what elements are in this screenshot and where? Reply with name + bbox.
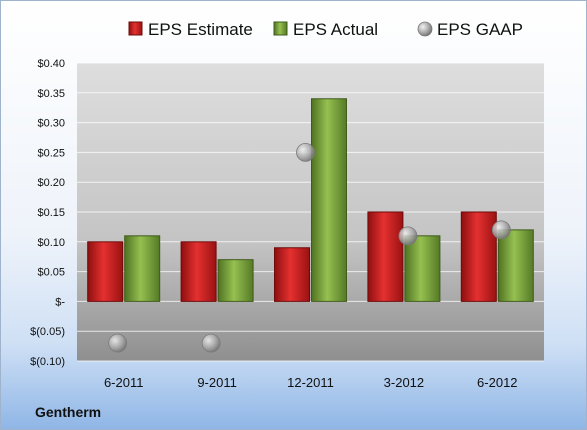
x-category-label: 12-2011: [287, 375, 334, 390]
legend-swatch-eps-actual: [273, 21, 288, 36]
bar-eps-estimate: [367, 211, 404, 302]
x-axis-categories: 6-2011 9-2011 12-2011 3-2012 6-2012: [104, 375, 518, 390]
x-category-label: 3-2012: [384, 375, 424, 390]
company-label: Gentherm: [35, 404, 101, 420]
point-eps-gaap: [108, 333, 128, 353]
bar-eps-actual: [124, 235, 161, 302]
y-tick-label: $0.30: [37, 118, 65, 130]
legend-label-eps-estimate: EPS Estimate: [148, 20, 253, 39]
y-tick-label: $-: [55, 296, 65, 308]
y-axis-ticks: $0.40 $0.35 $0.30 $0.25 $0.20 $0.15 $0.10 $0.05…: [30, 58, 65, 368]
y-tick-label: $0.35: [37, 88, 65, 100]
y-tick-label: $0.25: [37, 147, 65, 159]
point-eps-gaap: [491, 220, 511, 240]
legend-swatch-eps-estimate: [128, 21, 143, 36]
bar-eps-actual: [311, 98, 347, 302]
legend-label-eps-gaap: EPS GAAP: [437, 20, 523, 39]
x-category-label: 6-2011: [104, 375, 144, 390]
y-tick-label: $(0.10): [30, 356, 65, 368]
legend: EPS Estimate EPS Actual EPS GAAP: [128, 20, 523, 39]
gaap-points: [108, 142, 511, 353]
bar-eps-actual: [217, 259, 254, 302]
point-eps-gaap: [398, 226, 418, 246]
bar-eps-actual: [404, 235, 441, 302]
bar-eps-estimate: [180, 241, 217, 302]
y-tick-label: $(0.05): [30, 326, 65, 338]
bar-eps-estimate: [274, 247, 310, 302]
legend-label-eps-actual: EPS Actual: [293, 20, 378, 39]
bar-eps-actual: [497, 229, 534, 302]
y-tick-label: $0.10: [37, 237, 65, 249]
y-tick-label: $0.05: [37, 267, 65, 279]
x-category-label: 9-2011: [197, 375, 237, 390]
point-eps-gaap: [296, 142, 315, 162]
point-eps-gaap: [201, 333, 221, 353]
bar-eps-estimate: [460, 211, 497, 302]
bar-eps-estimate: [87, 241, 124, 302]
y-tick-label: $0.15: [37, 207, 65, 219]
x-category-label: 6-2012: [477, 375, 517, 390]
y-tick-label: $0.20: [37, 177, 65, 189]
legend-swatch-eps-gaap: [417, 21, 433, 37]
bars: [87, 98, 534, 302]
y-tick-label: $0.40: [37, 58, 65, 70]
